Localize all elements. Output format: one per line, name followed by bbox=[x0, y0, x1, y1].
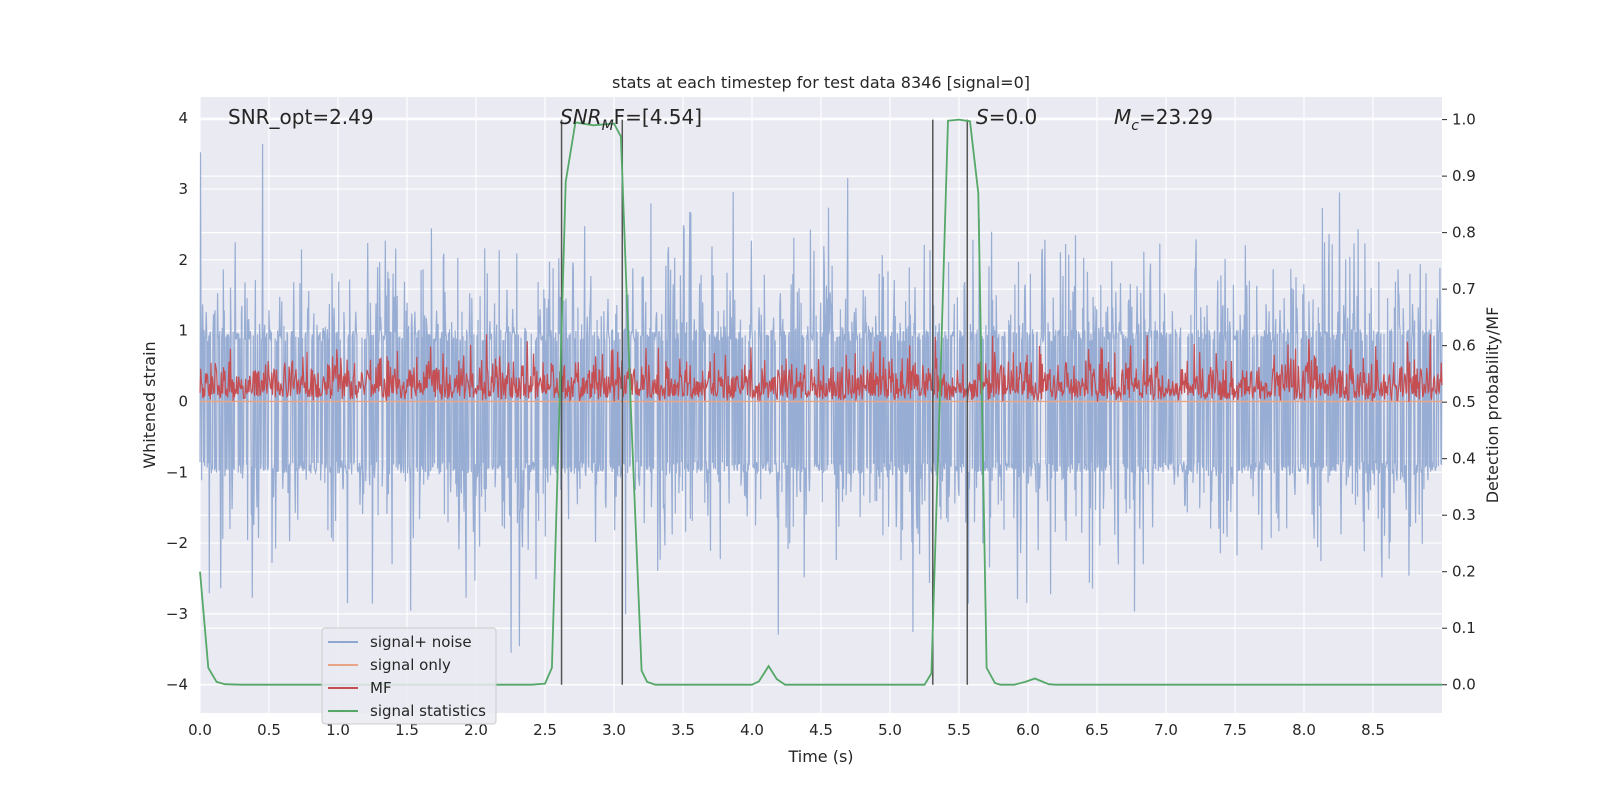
x-tick-label: 2.0 bbox=[464, 721, 488, 739]
y-tick-label-right: 0.9 bbox=[1452, 167, 1476, 185]
data-layer bbox=[199, 143, 1443, 653]
mc-italic: M bbox=[1114, 105, 1131, 129]
legend-label-signal-only: signal only bbox=[370, 656, 451, 674]
annotation-snr-mf: SNRMF=[4.54] bbox=[560, 105, 702, 134]
x-tick-label: 1.0 bbox=[326, 721, 350, 739]
y-tick-label-right: 1.0 bbox=[1452, 111, 1476, 129]
x-tick-label: 7.5 bbox=[1223, 721, 1247, 739]
y-tick-label-left: 4 bbox=[178, 109, 188, 127]
annotation-mc: Mc=23.29 bbox=[1114, 105, 1213, 134]
y-tick-label-left: 1 bbox=[178, 322, 188, 340]
legend-box bbox=[321, 627, 497, 725]
snr-mf-italic: SNR bbox=[560, 105, 602, 129]
x-tick-label: 5.0 bbox=[878, 721, 902, 739]
s-rest: =0.0 bbox=[989, 105, 1038, 129]
tick-labels: 0.0 0.5 1.0 1.5 2.0 2.5 3.0 3.5 4.0 4.5 5.0 5.5 6.0 6… bbox=[166, 109, 1476, 739]
y-tick-label-right: 0.6 bbox=[1452, 337, 1476, 355]
y-tick-label-left: 3 bbox=[178, 180, 188, 198]
x-tick-label: 1.5 bbox=[395, 721, 419, 739]
x-tick-label: 4.0 bbox=[740, 721, 764, 739]
mc-rest: =23.29 bbox=[1139, 105, 1213, 129]
y-tick-label-right: 0.2 bbox=[1452, 563, 1476, 581]
mc-subscript: c bbox=[1131, 118, 1139, 134]
y-tick-label-right: 0.4 bbox=[1452, 450, 1476, 468]
x-tick-label: 8.0 bbox=[1292, 721, 1316, 739]
y-axis-label-left: Whitened strain bbox=[140, 341, 159, 468]
y-tick-label-right: 0.3 bbox=[1452, 506, 1476, 524]
x-tick-label: 3.5 bbox=[671, 721, 695, 739]
chart-title: stats at each timestep for test data 834… bbox=[612, 73, 1030, 92]
y-tick-label-left: −3 bbox=[166, 605, 188, 623]
x-tick-label: 3.0 bbox=[602, 721, 626, 739]
x-tick-label: 7.0 bbox=[1154, 721, 1178, 739]
legend-label-signal-statistics: signal statistics bbox=[370, 702, 486, 720]
y-tick-label-right: 0.5 bbox=[1452, 393, 1476, 411]
annotation-s: S=0.0 bbox=[976, 105, 1037, 129]
x-tick-label: 0.0 bbox=[188, 721, 212, 739]
y-tick-label-left: −4 bbox=[166, 676, 188, 694]
x-tick-label: 8.5 bbox=[1361, 721, 1385, 739]
x-tick-label: 6.5 bbox=[1085, 721, 1109, 739]
y-tick-label-left: −1 bbox=[166, 463, 188, 481]
y-tick-label-right: 0.0 bbox=[1452, 676, 1476, 694]
vertical-markers bbox=[560, 119, 969, 685]
s-italic: S bbox=[976, 105, 989, 129]
y-tick-label-right: 0.7 bbox=[1452, 280, 1476, 298]
x-tick-label: 2.5 bbox=[533, 721, 557, 739]
annotation-snr-opt: SNR_opt=2.49 bbox=[228, 105, 374, 129]
snr-mf-rest: F=[4.54] bbox=[614, 105, 702, 129]
x-tick-label: 5.5 bbox=[947, 721, 971, 739]
legend: signal+ noise signal only MF signal stat… bbox=[321, 627, 497, 725]
legend-label-signal-noise: signal+ noise bbox=[370, 633, 472, 651]
y-tick-label-left: 0 bbox=[178, 392, 188, 410]
y-tick-label-right: 0.8 bbox=[1452, 224, 1476, 242]
snr-mf-subscript: M bbox=[602, 118, 614, 134]
legend-label-mf: MF bbox=[370, 679, 392, 697]
x-tick-label: 4.5 bbox=[809, 721, 833, 739]
x-axis-label: Time (s) bbox=[787, 747, 853, 766]
x-tick-label: 0.5 bbox=[257, 721, 281, 739]
y-axis-label-right: Detection probability/MF bbox=[1483, 307, 1502, 504]
y-tick-label-left: −2 bbox=[166, 534, 188, 552]
x-tick-label: 6.0 bbox=[1016, 721, 1040, 739]
y-tick-label-left: 2 bbox=[178, 251, 188, 269]
series-mf bbox=[199, 334, 1443, 403]
y-tick-label-right: 0.1 bbox=[1452, 619, 1476, 637]
